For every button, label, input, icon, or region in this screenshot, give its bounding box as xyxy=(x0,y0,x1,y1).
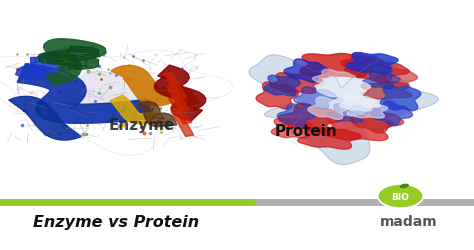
Polygon shape xyxy=(341,53,384,74)
Polygon shape xyxy=(155,66,206,122)
Text: Enzyme vs Protein: Enzyme vs Protein xyxy=(33,214,199,229)
Polygon shape xyxy=(347,104,388,119)
Polygon shape xyxy=(380,86,421,111)
Polygon shape xyxy=(346,53,398,74)
Polygon shape xyxy=(264,76,300,96)
Polygon shape xyxy=(317,78,371,100)
Polygon shape xyxy=(39,47,99,71)
Polygon shape xyxy=(249,56,438,165)
Text: Protein: Protein xyxy=(274,124,337,139)
Polygon shape xyxy=(256,83,299,110)
Polygon shape xyxy=(277,104,315,128)
Polygon shape xyxy=(270,73,322,94)
Text: BIO: BIO xyxy=(392,192,410,202)
Polygon shape xyxy=(312,70,356,87)
Polygon shape xyxy=(294,88,337,110)
Polygon shape xyxy=(44,40,106,86)
Polygon shape xyxy=(164,73,187,100)
Polygon shape xyxy=(370,102,412,126)
Polygon shape xyxy=(300,54,368,78)
Bar xyxy=(0,199,256,206)
Polygon shape xyxy=(340,96,376,112)
Polygon shape xyxy=(298,128,361,150)
Polygon shape xyxy=(137,102,177,127)
Polygon shape xyxy=(278,104,343,134)
Polygon shape xyxy=(327,104,370,123)
Polygon shape xyxy=(308,98,351,120)
Polygon shape xyxy=(16,50,84,80)
Polygon shape xyxy=(110,96,160,124)
Polygon shape xyxy=(57,72,175,120)
Polygon shape xyxy=(271,119,312,139)
Polygon shape xyxy=(111,66,200,108)
Polygon shape xyxy=(166,86,189,112)
Polygon shape xyxy=(0,51,233,156)
Polygon shape xyxy=(249,56,438,165)
Polygon shape xyxy=(171,110,194,137)
Polygon shape xyxy=(284,60,328,83)
Polygon shape xyxy=(350,109,403,134)
Circle shape xyxy=(378,184,423,208)
Polygon shape xyxy=(361,82,412,100)
Polygon shape xyxy=(9,97,82,140)
Polygon shape xyxy=(344,59,409,84)
Polygon shape xyxy=(17,64,153,124)
Polygon shape xyxy=(322,116,393,141)
Polygon shape xyxy=(169,98,191,124)
Text: madam: madam xyxy=(380,214,438,228)
Polygon shape xyxy=(374,67,418,90)
Text: Enzyme: Enzyme xyxy=(109,118,175,132)
Polygon shape xyxy=(363,73,401,90)
Bar xyxy=(0,199,474,206)
Ellipse shape xyxy=(400,184,409,188)
